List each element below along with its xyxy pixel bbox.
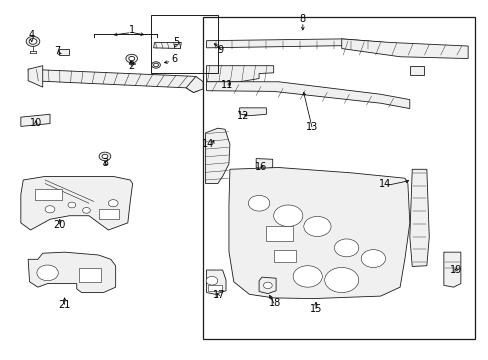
- Polygon shape: [206, 66, 273, 82]
- Circle shape: [263, 282, 272, 289]
- Text: 13: 13: [306, 122, 318, 132]
- Bar: [207, 285, 222, 291]
- Text: 4: 4: [28, 30, 35, 40]
- Circle shape: [361, 249, 385, 267]
- Text: 16: 16: [255, 162, 267, 172]
- Polygon shape: [228, 167, 409, 298]
- Text: 2: 2: [128, 61, 135, 71]
- Bar: [150, 15, 217, 73]
- Bar: [99, 209, 119, 219]
- Text: 12: 12: [236, 111, 249, 121]
- Polygon shape: [206, 39, 385, 49]
- Text: 19: 19: [449, 265, 462, 275]
- Circle shape: [205, 276, 217, 285]
- Text: 6: 6: [171, 54, 177, 64]
- Circle shape: [292, 266, 322, 287]
- Circle shape: [324, 267, 358, 293]
- Polygon shape: [409, 66, 424, 75]
- Circle shape: [102, 154, 108, 158]
- Text: 10: 10: [30, 118, 42, 128]
- Polygon shape: [28, 252, 116, 293]
- Text: 20: 20: [54, 220, 66, 230]
- Circle shape: [151, 62, 160, 68]
- Circle shape: [248, 195, 269, 211]
- Polygon shape: [259, 277, 276, 294]
- Polygon shape: [205, 128, 229, 184]
- Text: 14: 14: [202, 139, 214, 149]
- Polygon shape: [28, 69, 198, 93]
- Bar: [59, 49, 69, 55]
- Polygon shape: [443, 252, 460, 287]
- Text: 15: 15: [309, 304, 322, 314]
- Polygon shape: [21, 176, 132, 230]
- Circle shape: [273, 205, 302, 226]
- Circle shape: [99, 152, 111, 161]
- Text: 5: 5: [173, 37, 179, 47]
- Text: 21: 21: [58, 300, 71, 310]
- Circle shape: [108, 200, 118, 207]
- Polygon shape: [239, 108, 266, 116]
- Bar: [203, 18, 474, 339]
- Bar: [266, 226, 292, 241]
- Text: 14: 14: [379, 179, 391, 189]
- Polygon shape: [409, 169, 428, 266]
- Circle shape: [82, 207, 90, 213]
- Text: 8: 8: [299, 14, 305, 24]
- Polygon shape: [186, 76, 203, 93]
- Circle shape: [128, 57, 134, 61]
- Text: 3: 3: [102, 158, 108, 168]
- Text: 17: 17: [213, 290, 225, 300]
- Bar: [79, 267, 101, 282]
- Circle shape: [37, 265, 58, 281]
- Polygon shape: [28, 66, 42, 87]
- Text: 18: 18: [268, 298, 281, 308]
- Polygon shape: [256, 158, 272, 169]
- Circle shape: [68, 202, 76, 208]
- Circle shape: [334, 239, 358, 257]
- Bar: [35, 189, 62, 200]
- Text: 1: 1: [128, 25, 135, 35]
- Circle shape: [26, 36, 40, 46]
- Text: 11: 11: [221, 80, 233, 90]
- Bar: [273, 249, 295, 262]
- Text: 9: 9: [217, 45, 223, 55]
- Polygon shape: [153, 42, 181, 49]
- Circle shape: [303, 216, 330, 237]
- Polygon shape: [206, 82, 409, 109]
- Circle shape: [29, 39, 37, 44]
- Circle shape: [125, 54, 137, 63]
- Polygon shape: [206, 270, 225, 294]
- Polygon shape: [341, 39, 467, 59]
- Circle shape: [153, 63, 158, 67]
- Polygon shape: [21, 114, 50, 126]
- Text: 7: 7: [54, 46, 61, 56]
- Circle shape: [45, 206, 55, 213]
